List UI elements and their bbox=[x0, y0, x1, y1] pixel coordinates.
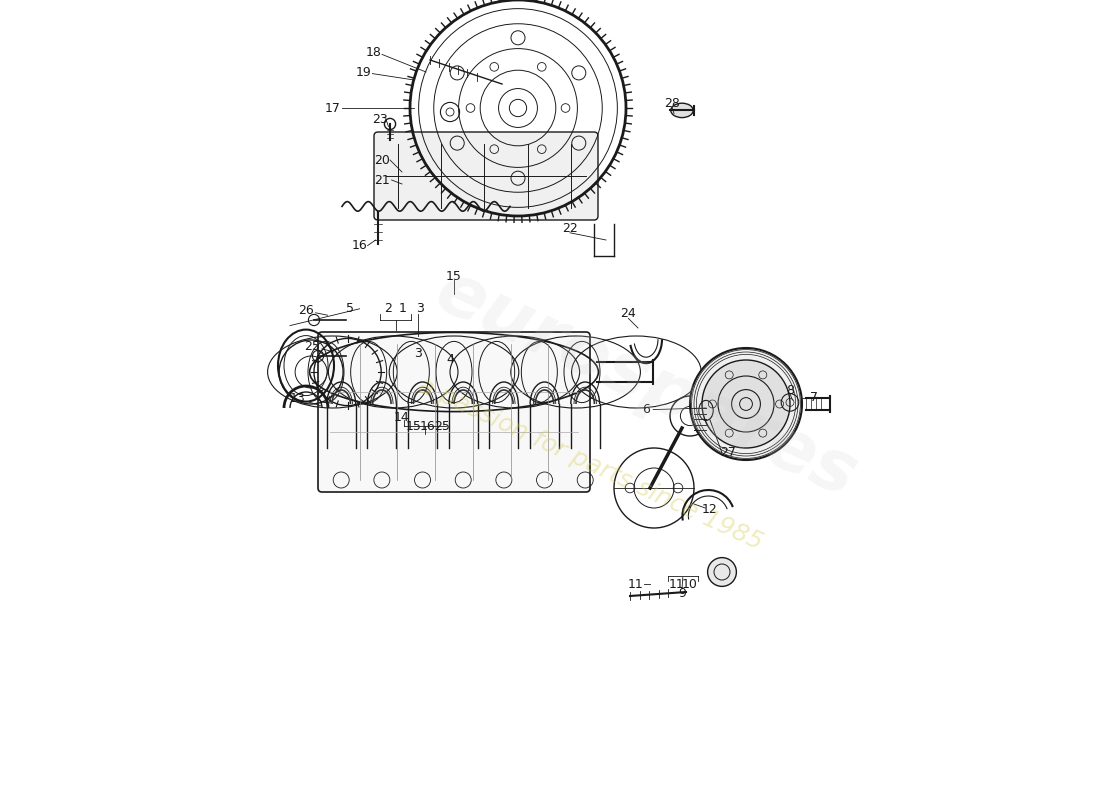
Text: eurospares: eurospares bbox=[425, 256, 868, 512]
Text: 10: 10 bbox=[682, 578, 697, 590]
Text: 22: 22 bbox=[562, 222, 578, 234]
Text: 5: 5 bbox=[346, 302, 354, 315]
Text: 13: 13 bbox=[290, 392, 306, 405]
Text: 16: 16 bbox=[352, 239, 367, 252]
Text: 25: 25 bbox=[305, 340, 320, 353]
Text: 1: 1 bbox=[399, 302, 407, 315]
Text: 9: 9 bbox=[678, 587, 686, 600]
Text: 16: 16 bbox=[420, 420, 436, 433]
Text: 11: 11 bbox=[669, 578, 684, 590]
Circle shape bbox=[707, 558, 736, 586]
Text: 6: 6 bbox=[642, 403, 650, 416]
Text: 24: 24 bbox=[620, 307, 636, 320]
Text: 8: 8 bbox=[786, 384, 794, 397]
Text: 21: 21 bbox=[374, 174, 389, 186]
FancyBboxPatch shape bbox=[318, 332, 590, 492]
Ellipse shape bbox=[671, 103, 693, 118]
Text: 27: 27 bbox=[719, 446, 736, 459]
Text: 26: 26 bbox=[298, 304, 314, 317]
Text: 28: 28 bbox=[664, 97, 680, 110]
Text: 18: 18 bbox=[366, 46, 382, 58]
Text: 15: 15 bbox=[447, 270, 462, 282]
Text: 14: 14 bbox=[394, 411, 410, 424]
Text: 3: 3 bbox=[417, 302, 425, 315]
Text: 2: 2 bbox=[385, 302, 393, 315]
Text: 20: 20 bbox=[374, 154, 389, 166]
Text: 19: 19 bbox=[355, 66, 372, 78]
Text: 11: 11 bbox=[628, 578, 643, 590]
Circle shape bbox=[690, 348, 802, 460]
Text: 4: 4 bbox=[447, 353, 454, 366]
Text: 3: 3 bbox=[414, 347, 422, 360]
Circle shape bbox=[702, 360, 790, 448]
Text: a passion for parts since 1985: a passion for parts since 1985 bbox=[414, 374, 767, 554]
Text: 25: 25 bbox=[434, 420, 450, 433]
Text: 17: 17 bbox=[324, 102, 340, 114]
Text: 12: 12 bbox=[702, 503, 718, 516]
FancyBboxPatch shape bbox=[374, 132, 598, 220]
Text: 23: 23 bbox=[372, 113, 387, 126]
Text: 7: 7 bbox=[810, 391, 818, 404]
Text: 15: 15 bbox=[406, 420, 422, 433]
